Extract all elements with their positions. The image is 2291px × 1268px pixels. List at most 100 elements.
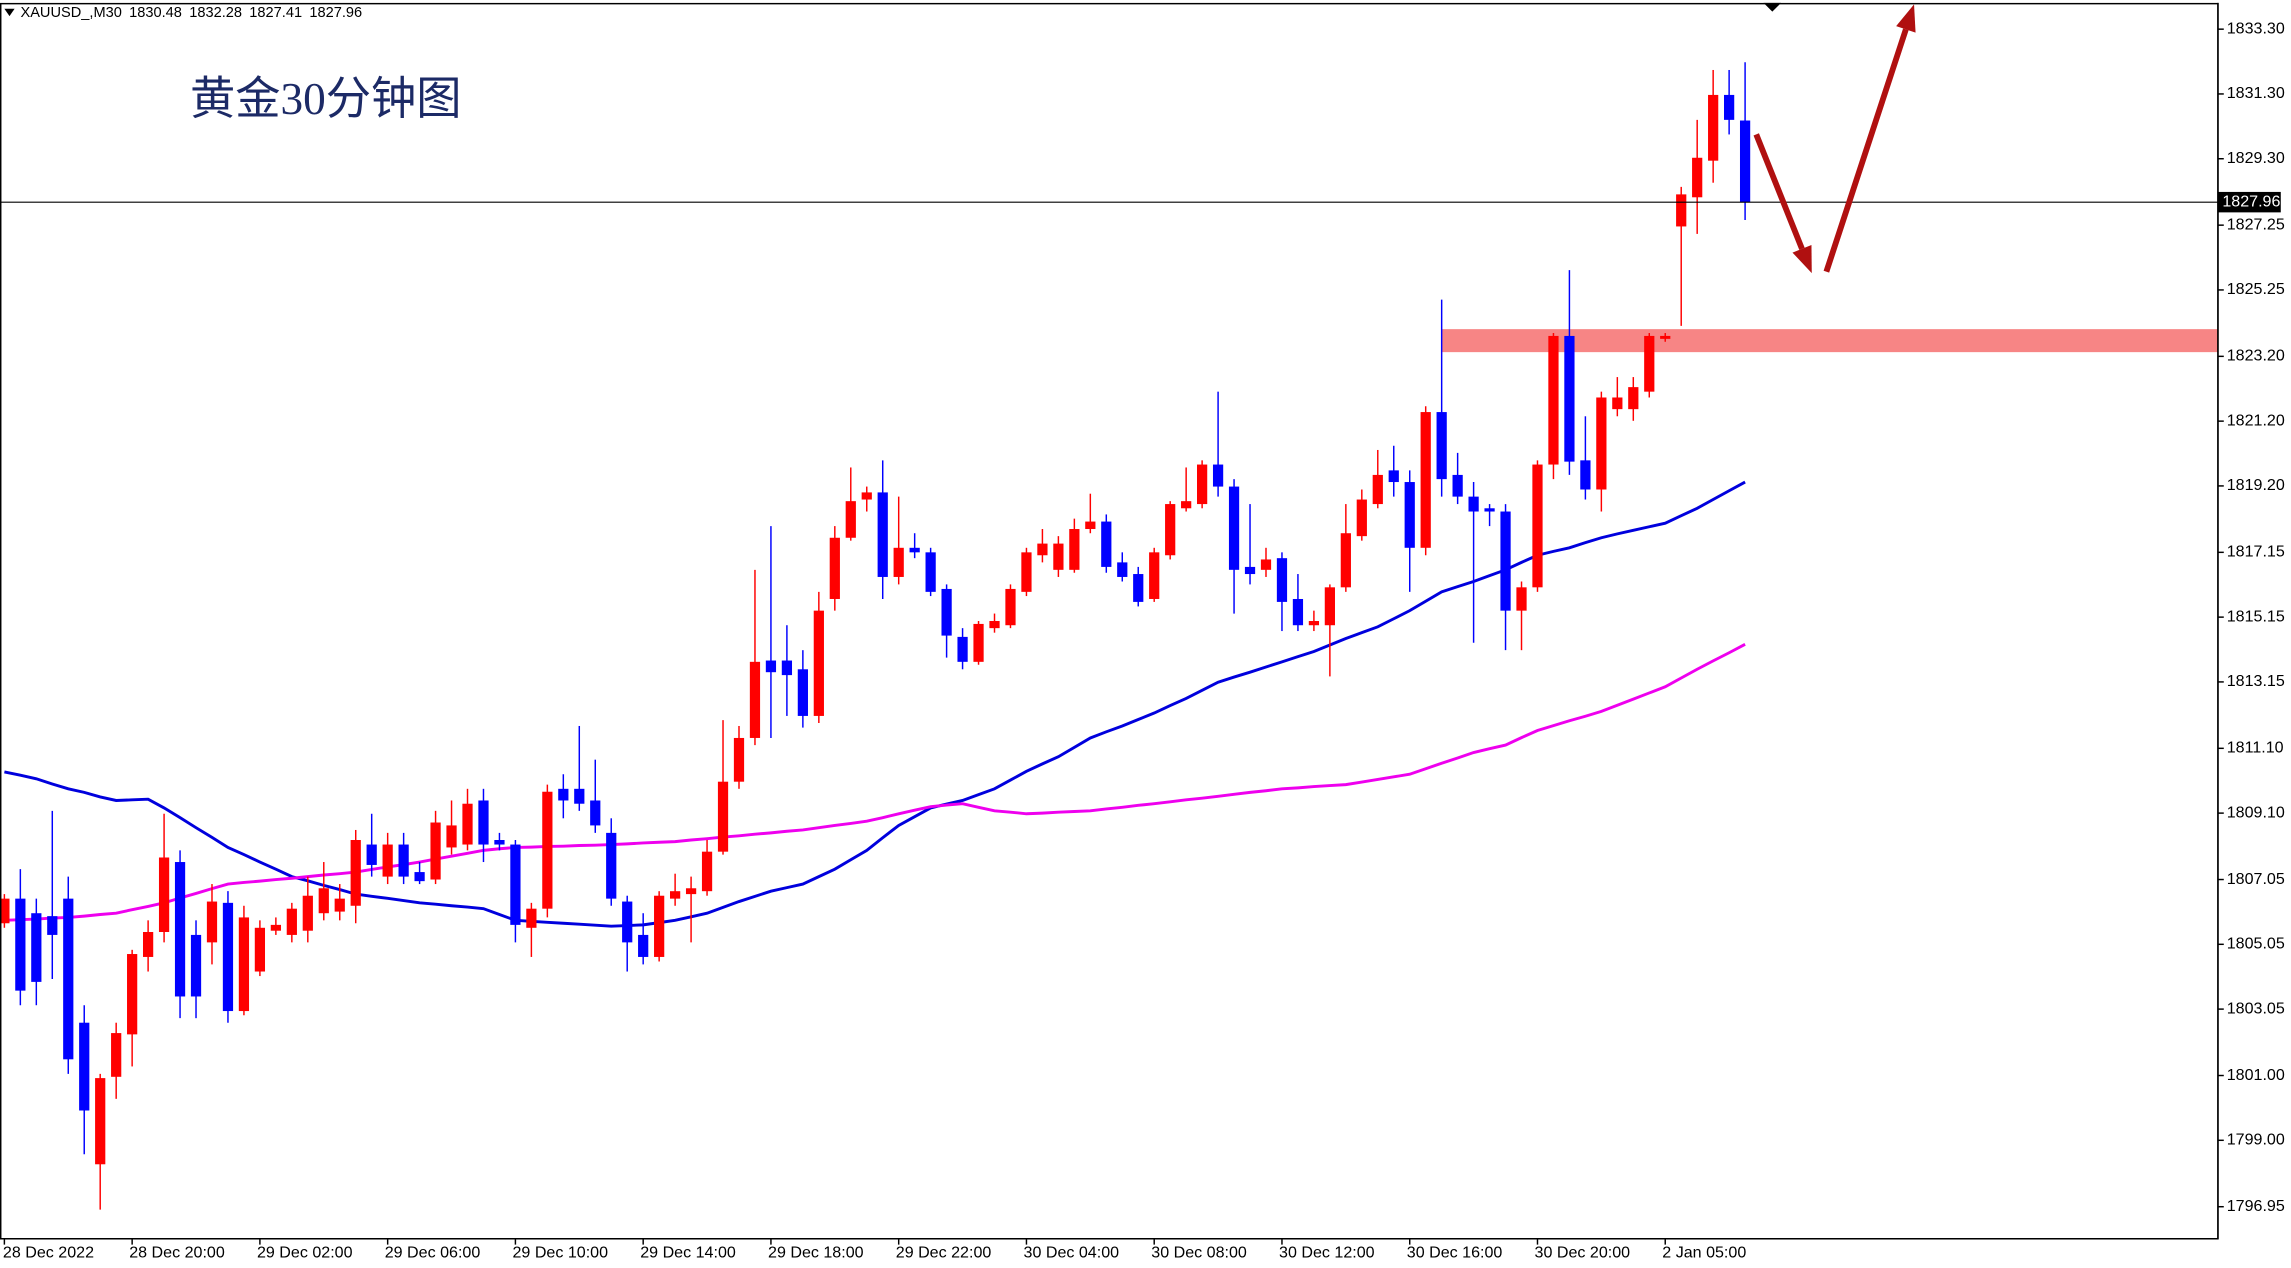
candle-body bbox=[398, 844, 409, 877]
x-tick-label: 29 Dec 02:00 bbox=[257, 1244, 353, 1262]
candle-body bbox=[1037, 543, 1048, 556]
candle-layer bbox=[0, 62, 1751, 1210]
candle-body bbox=[254, 927, 266, 972]
candle-body bbox=[845, 501, 856, 538]
zone-layer bbox=[1441, 329, 2218, 353]
candle-body bbox=[1292, 598, 1304, 626]
candle-body bbox=[430, 822, 441, 880]
candle-body bbox=[1356, 499, 1367, 537]
candle-body bbox=[1308, 621, 1320, 626]
x-tick-label: 28 Dec 20:00 bbox=[129, 1244, 225, 1262]
candle-body bbox=[733, 737, 745, 782]
candle-body bbox=[1436, 412, 1447, 480]
y-tick-label: 1825.25 bbox=[2227, 280, 2285, 298]
candle-body bbox=[478, 800, 489, 845]
candle-body bbox=[1212, 464, 1224, 487]
y-tick-label: 1799.00 bbox=[2227, 1131, 2285, 1149]
header: XAUUSD_,M30 1830.48 1832.28 1827.41 1827.96 bbox=[20, 5, 362, 21]
candle-body bbox=[1596, 397, 1607, 490]
moving-average bbox=[4, 643, 1746, 922]
candle-body bbox=[1165, 504, 1176, 556]
current-price-box bbox=[2217, 191, 2281, 213]
candle-body bbox=[1708, 94, 1719, 161]
candle-body bbox=[717, 781, 729, 852]
candle-body bbox=[318, 888, 329, 914]
candle-body bbox=[270, 924, 281, 931]
candle-body bbox=[1420, 412, 1431, 548]
arrow-shaft bbox=[1753, 133, 1805, 250]
y-tick-label: 1796.95 bbox=[2227, 1197, 2285, 1215]
x-tick-label: 30 Dec 16:00 bbox=[1407, 1244, 1503, 1262]
candle-body bbox=[861, 492, 872, 500]
x-tick-label: 30 Dec 08:00 bbox=[1151, 1244, 1247, 1262]
candle-body bbox=[334, 898, 345, 912]
candle-body bbox=[909, 547, 920, 553]
candle-body bbox=[526, 908, 537, 928]
symbol: XAUUSD_,M30 bbox=[20, 5, 121, 21]
candle-body bbox=[1276, 558, 1288, 602]
candle-body bbox=[574, 788, 585, 804]
header-open: 1830.48 bbox=[129, 5, 182, 21]
candle-body bbox=[638, 934, 649, 957]
candle-body bbox=[973, 623, 984, 662]
plot-frame bbox=[0, 2, 2219, 1240]
candle-body bbox=[1676, 194, 1687, 227]
chart-title: 黄金30分钟图 bbox=[190, 74, 462, 124]
candle-body bbox=[1372, 474, 1383, 505]
candle-body bbox=[1101, 521, 1112, 567]
candle-body bbox=[1548, 335, 1559, 465]
x-tick-label: 30 Dec 12:00 bbox=[1279, 1244, 1375, 1262]
candle-body bbox=[1612, 397, 1623, 410]
candle-body bbox=[63, 898, 74, 1060]
candle-body bbox=[494, 840, 505, 845]
candle-body bbox=[877, 492, 888, 577]
candle-body bbox=[1005, 588, 1016, 626]
candle-body bbox=[302, 895, 313, 931]
x-tick-label: 29 Dec 22:00 bbox=[896, 1244, 992, 1262]
candle-body bbox=[0, 898, 10, 924]
candle-body bbox=[366, 844, 377, 865]
y-tick-label: 1827.25 bbox=[2227, 215, 2285, 233]
candle-body bbox=[31, 913, 42, 982]
candle-body bbox=[1628, 387, 1639, 410]
header-icon bbox=[4, 8, 15, 17]
y-tick-label: 1829.30 bbox=[2227, 149, 2285, 167]
y-tick-label: 1809.10 bbox=[2227, 803, 2285, 821]
candle-body bbox=[1404, 482, 1415, 548]
current-price-label: 1827.96 bbox=[2222, 192, 2280, 210]
candle-body bbox=[1564, 335, 1575, 462]
candle-body bbox=[1739, 120, 1751, 203]
header-close: 1827.96 bbox=[309, 5, 362, 21]
y-tick-label: 1823.20 bbox=[2227, 347, 2285, 365]
candle-body bbox=[286, 908, 297, 935]
y-tick-label: 1807.05 bbox=[2227, 870, 2285, 888]
ma-layer bbox=[4, 480, 1746, 928]
candle-body bbox=[1516, 587, 1527, 611]
candle-body bbox=[382, 844, 393, 877]
candle-body bbox=[622, 901, 633, 943]
candle-body bbox=[350, 840, 361, 906]
candle-body bbox=[558, 788, 569, 801]
arrow-up bbox=[1823, 4, 1916, 273]
candle-body bbox=[206, 901, 218, 943]
candle-body bbox=[1133, 574, 1144, 602]
candle-body bbox=[1692, 157, 1703, 198]
candle-body bbox=[95, 1078, 106, 1165]
candle-body bbox=[238, 917, 250, 1012]
candle-body bbox=[190, 934, 202, 997]
candle-body bbox=[1117, 562, 1128, 577]
candle-body bbox=[1340, 533, 1351, 588]
candle-body bbox=[925, 552, 936, 592]
candle-body bbox=[1069, 529, 1080, 570]
candle-body bbox=[1644, 335, 1655, 392]
candle-body bbox=[462, 803, 473, 845]
resistance-zone bbox=[1441, 329, 2218, 353]
candle-body bbox=[765, 660, 777, 673]
y-tick-label: 1831.30 bbox=[2227, 84, 2285, 102]
x-tick-label: 30 Dec 04:00 bbox=[1024, 1244, 1120, 1262]
x-tick-label: 29 Dec 10:00 bbox=[512, 1244, 608, 1262]
y-tick-label: 1815.15 bbox=[2227, 607, 2285, 625]
y-tick-label: 1803.05 bbox=[2227, 999, 2285, 1017]
y-tick-label: 1817.15 bbox=[2227, 543, 2285, 561]
